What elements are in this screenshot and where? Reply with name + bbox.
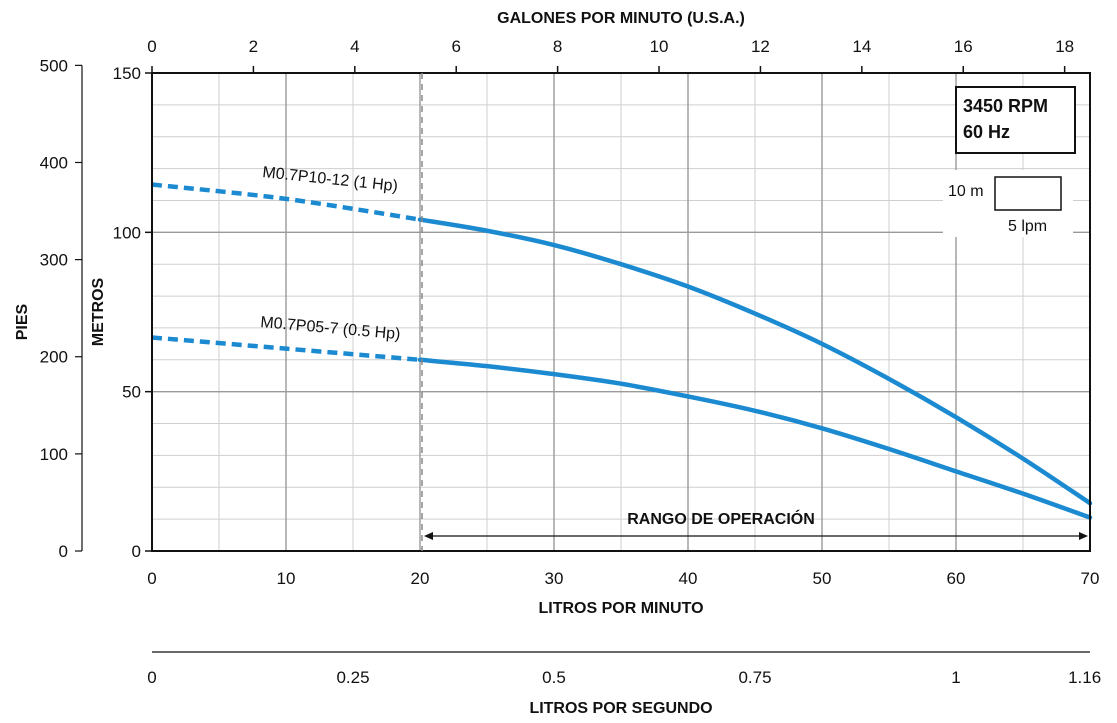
info-box: [955, 86, 1076, 154]
top-tick-label: 10: [650, 37, 669, 56]
scale-key-backdrop: [943, 170, 1073, 237]
tick-labels: 0 10 20 30 40 50 60 700 2 4 6 8 10 12 14 16 180501001500…: [40, 37, 1102, 687]
y-tick-label: 50: [122, 383, 141, 402]
x-tick-label: 60: [947, 569, 966, 588]
bottom-tick-label: 0: [147, 668, 156, 687]
y-tick-label: 150: [113, 64, 141, 83]
top-tick-label: 6: [451, 37, 460, 56]
bottom-axis-title: LITROS POR SEGUNDO: [529, 700, 712, 717]
series-lines: [151, 182, 1093, 520]
secondary-y-tick-label: 500: [40, 56, 68, 75]
top-tick-label: 12: [751, 37, 770, 56]
secondary-y-axis-title: PIES: [14, 303, 31, 340]
series-label-05hp: M0.7P05-7 (0.5 Hp): [260, 314, 401, 343]
y-tick-label: 100: [113, 223, 141, 242]
top-tick-label: 8: [553, 37, 562, 56]
grid: [152, 73, 1090, 551]
plot-frame: [151, 72, 1091, 552]
bottom-tick-label: 0.75: [738, 668, 771, 687]
info-box-hz: 60 Hz: [963, 122, 1010, 142]
top-axis-title: GALONES POR MINUTO (U.S.A.): [497, 10, 745, 27]
x-tick-label: 70: [1081, 569, 1100, 588]
x-tick-label: 0: [147, 569, 156, 588]
top-tick-label: 2: [249, 37, 258, 56]
top-tick-label: 18: [1055, 37, 1074, 56]
scale-key-height-label: 10 m: [948, 183, 984, 200]
operating-range-arrow: [424, 532, 1088, 540]
series-line-dashed-1: [151, 335, 421, 363]
top-tick-label: 14: [852, 37, 871, 56]
secondary-y-tick-label: 100: [40, 445, 68, 464]
secondary-y-tick-label: 300: [40, 251, 68, 270]
secondary-y-tick-label: 200: [40, 348, 68, 367]
x-tick-label: 20: [411, 569, 430, 588]
secondary-y-tick-label: 400: [40, 153, 68, 172]
bottom-tick-label: 0.5: [542, 668, 566, 687]
bottom-tick-label: 1.16: [1068, 668, 1101, 687]
x-axis-title: LITROS POR MINUTO: [538, 600, 703, 617]
top-tick-label: 0: [147, 37, 156, 56]
x-tick-label: 40: [679, 569, 698, 588]
bottom-tick-label: 1: [951, 668, 960, 687]
top-tick-label: 4: [350, 37, 359, 56]
bottom-tick-label: 0.25: [336, 668, 369, 687]
scale-key-width-label: 5 lpm: [1008, 218, 1047, 235]
operating-range-label: RANGO DE OPERACIÓN: [627, 509, 815, 528]
x-tick-label: 10: [277, 569, 296, 588]
x-tick-label: 50: [813, 569, 832, 588]
series-line-0: [417, 217, 1093, 506]
x-tick-label: 30: [545, 569, 564, 588]
series-line-dashed-0: [151, 182, 421, 222]
y-axis-title: METROS: [90, 277, 107, 346]
info-box-rpm: 3450 RPM: [963, 96, 1048, 116]
y-tick-label: 0: [132, 542, 141, 561]
secondary-y-tick-label: 0: [59, 542, 68, 561]
series-line-1: [417, 357, 1093, 520]
top-tick-label: 16: [954, 37, 973, 56]
scale-key-box: [994, 176, 1062, 211]
